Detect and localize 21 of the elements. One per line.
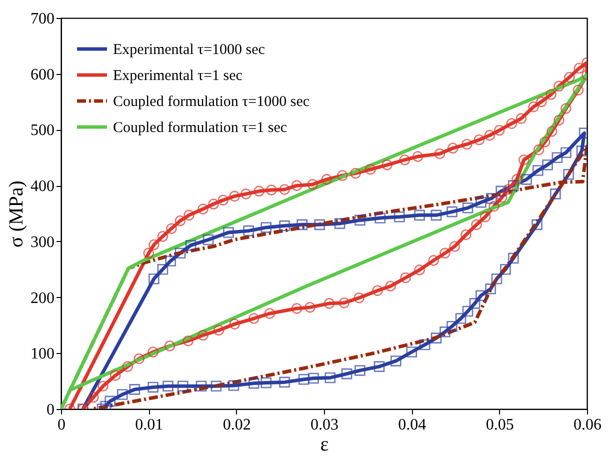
x-tick-label: 0.05 <box>486 416 514 434</box>
x-tick-label: 0.04 <box>398 416 426 434</box>
legend-label: Experimental τ=1000 sec <box>113 42 266 58</box>
legend-label: Coupled formulation τ=1 sec <box>113 120 288 136</box>
y-axis-title: σ (MPa) <box>6 180 28 248</box>
x-tick-label: 0 <box>58 416 66 434</box>
x-tick-label: 0.02 <box>222 416 251 434</box>
x-axis-title: ε <box>320 434 329 456</box>
y-tick-label: 0 <box>46 402 54 418</box>
y-tick-label: 600 <box>30 66 54 84</box>
y-tick-label: 200 <box>30 290 54 307</box>
x-tick-label: 0.03 <box>310 416 338 434</box>
y-tick-label: 500 <box>30 122 54 140</box>
x-tick-label: 0.01 <box>135 416 164 434</box>
legend-label: Experimental τ=1 sec <box>113 68 243 84</box>
x-tick-label: 0.06 <box>574 416 602 434</box>
y-tick-label: 100 <box>30 346 54 363</box>
y-tick-label: 400 <box>30 178 54 196</box>
y-tick-label: 300 <box>30 234 54 251</box>
legend-label: Coupled formulation τ=1000 sec <box>113 94 310 110</box>
y-tick-label: 700 <box>30 10 54 28</box>
